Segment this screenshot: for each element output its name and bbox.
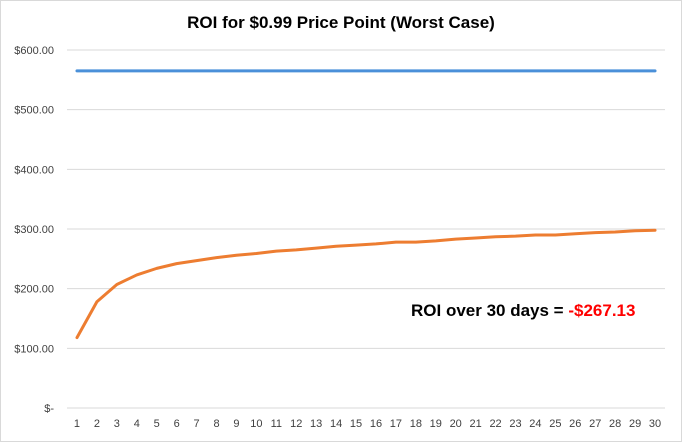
y-tick-label-0: $-: [44, 403, 54, 415]
y-tick-label-5: $500.00: [14, 105, 54, 117]
x-tick-label-2: 2: [94, 418, 100, 430]
x-tick-label-5: 5: [154, 418, 160, 430]
x-tick-label-21: 21: [470, 418, 482, 430]
roi-annotation-value: -$267.13: [568, 301, 636, 320]
x-tick-label-20: 20: [450, 418, 462, 430]
y-tick-label-2: $200.00: [14, 284, 54, 296]
x-tick-label-1: 1: [74, 418, 80, 430]
x-tick-label-19: 19: [430, 418, 442, 430]
x-tick-label-12: 12: [290, 418, 302, 430]
x-tick-label-7: 7: [194, 418, 200, 430]
x-tick-label-30: 30: [649, 418, 661, 430]
x-tick-label-24: 24: [529, 418, 541, 430]
x-tick-label-14: 14: [330, 418, 342, 430]
y-tick-label-3: $300.00: [14, 224, 54, 236]
x-tick-label-23: 23: [509, 418, 521, 430]
y-tick-label-4: $400.00: [14, 164, 54, 176]
x-tick-label-25: 25: [549, 418, 561, 430]
x-tick-label-3: 3: [114, 418, 120, 430]
roi-annotation: ROI over 30 days = -$267.13: [411, 301, 635, 321]
series-line-1: [75, 228, 657, 340]
x-tick-label-26: 26: [569, 418, 581, 430]
roi-annotation-label: ROI over 30 days =: [411, 301, 569, 320]
x-tick-label-22: 22: [489, 418, 501, 430]
x-tick-label-17: 17: [390, 418, 402, 430]
y-tick-label-6: $600.00: [14, 45, 54, 57]
x-tick-label-8: 8: [213, 418, 219, 430]
x-tick-label-13: 13: [310, 418, 322, 430]
x-tick-label-29: 29: [629, 418, 641, 430]
x-tick-label-16: 16: [370, 418, 382, 430]
x-tick-label-28: 28: [609, 418, 621, 430]
x-tick-label-15: 15: [350, 418, 362, 430]
x-tick-label-11: 11: [271, 418, 282, 430]
x-tick-label-27: 27: [589, 418, 601, 430]
x-tick-label-18: 18: [410, 418, 422, 430]
x-tick-label-9: 9: [233, 418, 239, 430]
x-tick-label-10: 10: [250, 418, 262, 430]
chart-title: ROI for $0.99 Price Point (Worst Case): [187, 13, 495, 32]
y-tick-label-1: $100.00: [14, 343, 54, 355]
x-tick-label-6: 6: [174, 418, 180, 430]
x-tick-label-4: 4: [134, 418, 140, 430]
